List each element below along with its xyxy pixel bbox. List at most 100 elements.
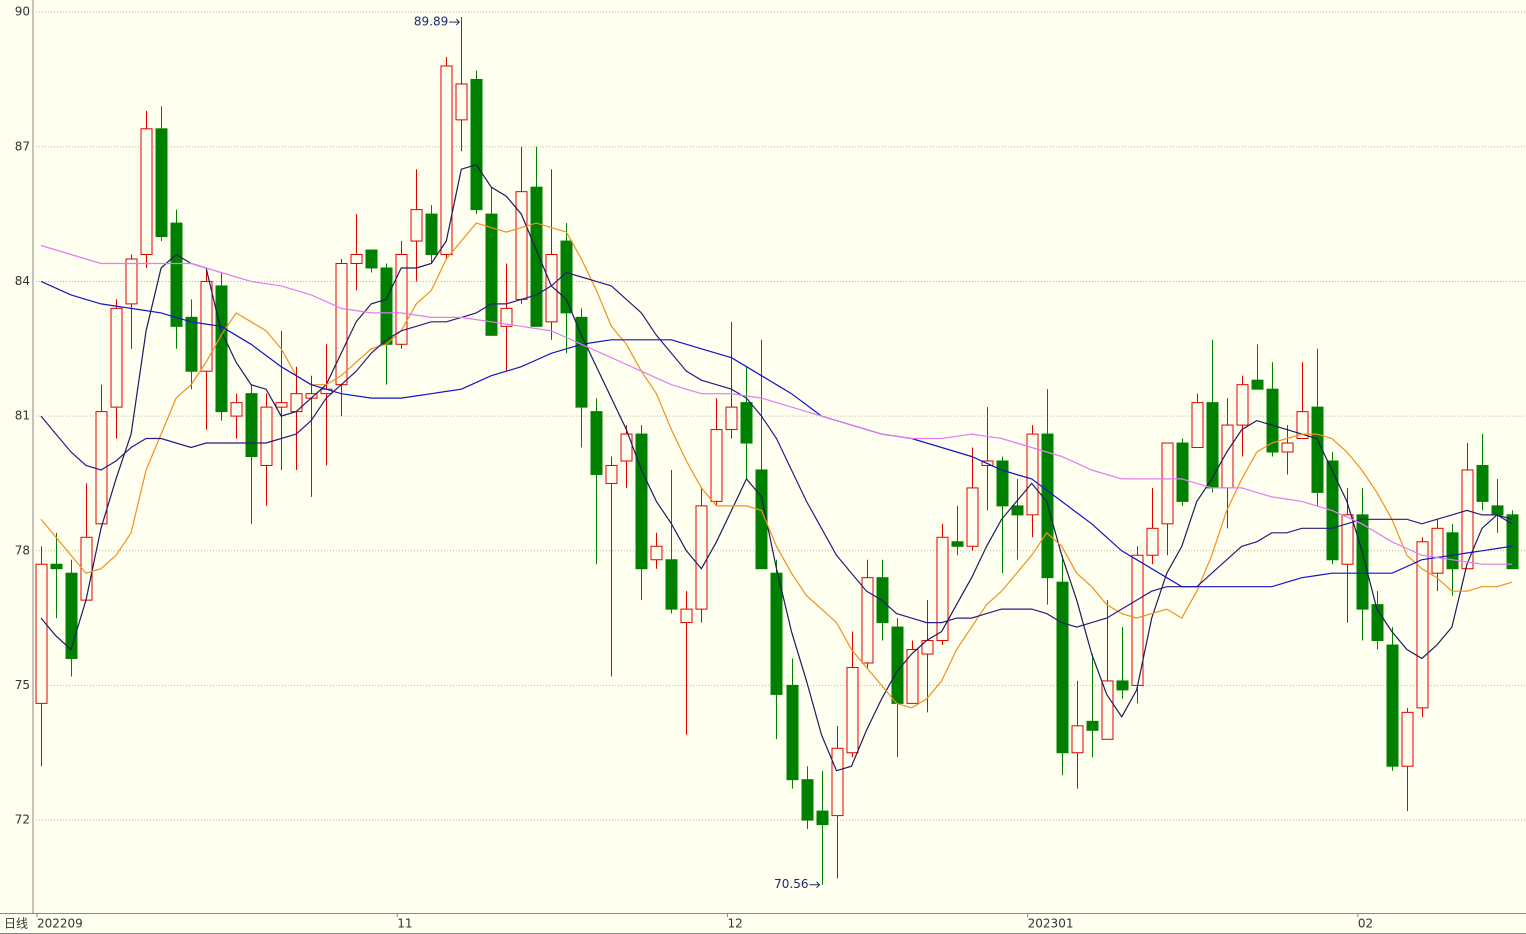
candle-body xyxy=(740,402,753,444)
candle-body xyxy=(290,393,303,413)
candle-body xyxy=(951,541,964,547)
candle-body xyxy=(786,684,799,781)
candle-body xyxy=(1356,514,1369,610)
candle-body xyxy=(1071,725,1084,754)
ma-line xyxy=(40,271,1513,628)
candle-body xyxy=(996,460,1009,507)
candle-body xyxy=(695,505,708,610)
candle-body xyxy=(891,626,904,704)
extreme-label: 70.56 xyxy=(774,877,808,891)
candle-body xyxy=(590,411,603,475)
candle-body xyxy=(1011,505,1024,516)
candle-body xyxy=(215,285,228,413)
ma-line xyxy=(40,280,1513,588)
candle-body xyxy=(1461,469,1474,570)
candle-body xyxy=(1026,433,1039,516)
x-tick-label: 11 xyxy=(397,917,412,931)
candle-body xyxy=(1386,644,1399,767)
candle-body xyxy=(350,254,363,264)
candle-body xyxy=(335,262,348,386)
candle-body xyxy=(620,433,633,462)
candle-body xyxy=(710,429,723,502)
candle-body xyxy=(1116,680,1129,691)
candle-body xyxy=(455,83,468,121)
candle-body xyxy=(140,128,153,256)
candle-body xyxy=(380,267,393,345)
candle-body xyxy=(1491,505,1504,516)
candle-body xyxy=(635,433,648,570)
candle-body xyxy=(966,487,979,547)
candle-body xyxy=(1146,527,1159,556)
candle-body xyxy=(95,411,108,525)
candle-body xyxy=(365,249,378,269)
candle-body xyxy=(1416,541,1429,709)
y-tick-label: 90 xyxy=(15,5,30,19)
candle-body xyxy=(260,406,273,466)
candle-body xyxy=(65,572,78,659)
period-label: 日线 xyxy=(4,917,28,931)
candle-body xyxy=(500,307,513,327)
candle-body xyxy=(1161,442,1174,525)
candle-body xyxy=(1446,532,1459,570)
candle-body xyxy=(906,649,919,704)
candle-body xyxy=(936,536,949,642)
candle-body xyxy=(770,572,783,695)
candle-body xyxy=(1371,604,1384,642)
candle-body xyxy=(650,545,663,561)
candle-body xyxy=(275,402,288,408)
candle-body xyxy=(861,577,874,664)
candle-body xyxy=(1476,464,1489,502)
candle-body xyxy=(425,213,438,256)
candle-body xyxy=(1056,581,1069,754)
y-tick-label: 78 xyxy=(15,543,30,557)
candle-body xyxy=(185,316,198,372)
candle-body xyxy=(1251,379,1264,390)
candle-body xyxy=(725,406,738,431)
candle-body xyxy=(1176,442,1189,502)
candle-body xyxy=(440,65,453,256)
x-tick-label: 02 xyxy=(1358,917,1373,931)
candle-body xyxy=(200,280,213,372)
candle-body xyxy=(1341,514,1354,565)
candle-body xyxy=(1296,411,1309,440)
candle-body xyxy=(545,254,558,323)
extreme-arrow-head xyxy=(455,18,460,26)
candle-body xyxy=(515,191,528,300)
candle-body xyxy=(831,747,844,817)
candle-body xyxy=(1311,406,1324,493)
extreme-label: 89.89 xyxy=(414,15,448,29)
candle-body xyxy=(816,810,829,826)
x-tick-label: 202209 xyxy=(37,917,83,931)
candle-body xyxy=(470,78,483,211)
y-tick-label: 81 xyxy=(15,409,30,423)
candle-body xyxy=(530,186,543,327)
ma-line xyxy=(40,244,1512,565)
candle-body xyxy=(755,469,768,570)
candle-body xyxy=(485,213,498,336)
candle-body xyxy=(1191,402,1204,449)
candle-body xyxy=(35,563,48,704)
y-tick-label: 75 xyxy=(15,678,30,692)
candle-body xyxy=(125,258,138,305)
candle-body xyxy=(1236,384,1249,426)
candle-body xyxy=(680,608,693,624)
candle-body xyxy=(1206,402,1219,489)
candle-body xyxy=(801,779,814,821)
extreme-arrow-head xyxy=(816,881,821,889)
candle-body xyxy=(1401,711,1414,767)
candle-body xyxy=(1431,527,1444,574)
candle-body xyxy=(410,209,423,242)
candle-body xyxy=(395,254,408,345)
candle-body xyxy=(1506,514,1519,570)
candle-body xyxy=(1266,388,1279,453)
candle-body xyxy=(230,402,243,417)
candle-body xyxy=(560,240,573,314)
candle-body xyxy=(846,666,859,754)
candle-body xyxy=(110,307,123,408)
y-tick-label: 72 xyxy=(15,813,30,827)
candle-body xyxy=(1086,720,1099,731)
y-tick-label: 87 xyxy=(15,139,30,153)
